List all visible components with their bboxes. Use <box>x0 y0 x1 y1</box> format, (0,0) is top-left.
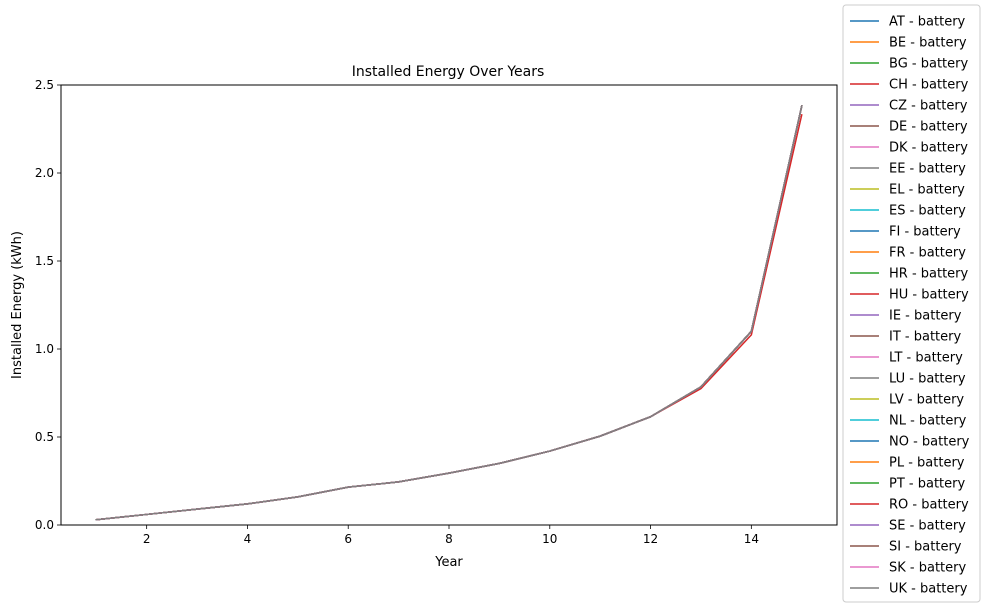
series-line <box>95 105 803 521</box>
series-layer <box>95 105 803 521</box>
legend-label: DE - battery <box>889 120 968 135</box>
legend-label: BG - battery <box>889 57 968 72</box>
legend-label: IT - battery <box>889 330 961 345</box>
legend-label: HU - battery <box>889 288 969 303</box>
x-tick-label: 2 <box>143 532 151 546</box>
chart-title: Installed Energy Over Years <box>352 64 545 80</box>
y-axis: 0.0 0.5 1.0 1.5 2.0 2.5 <box>35 78 61 532</box>
legend-label: SE - battery <box>889 519 966 534</box>
y-tick-label: 0.0 <box>35 518 54 532</box>
legend-label: NO - battery <box>889 435 970 450</box>
legend-label: AT - battery <box>889 15 966 30</box>
x-tick-label: 14 <box>744 532 759 546</box>
legend-label: RO - battery <box>889 498 969 513</box>
x-tick-label: 10 <box>542 532 557 546</box>
legend-label: FR - battery <box>889 246 966 261</box>
y-tick-label: 0.5 <box>35 430 54 444</box>
x-axis-label: Year <box>434 555 463 570</box>
x-tick-label: 4 <box>244 532 252 546</box>
legend-label: PL - battery <box>889 456 965 471</box>
legend: AT - battery BE - battery BG - battery CH -… <box>842 4 981 603</box>
legend-label: ES - battery <box>889 204 966 219</box>
legend-label: LV - battery <box>889 393 964 408</box>
legend-label: DK - battery <box>889 141 968 156</box>
legend-label: BE - battery <box>889 36 967 51</box>
legend-label: HR - battery <box>889 267 969 282</box>
y-tick-label: 1.5 <box>35 254 54 268</box>
x-tick-label: 8 <box>445 532 453 546</box>
legend-label: CZ - battery <box>889 99 968 114</box>
legend-label: LU - battery <box>889 372 966 387</box>
legend-label: SK - battery <box>889 561 966 576</box>
legend-frame <box>842 4 981 603</box>
x-tick-label: 6 <box>344 532 352 546</box>
legend-label: SI - battery <box>889 540 962 555</box>
legend-label: NL - battery <box>889 414 967 429</box>
y-tick-label: 1.0 <box>35 342 54 356</box>
y-axis-label: Installed Energy (kWh) <box>10 231 25 379</box>
legend-label: EE - battery <box>889 162 966 177</box>
x-axis: 2 4 6 8 10 12 14 <box>143 525 759 546</box>
y-tick-label: 2.5 <box>35 78 54 92</box>
legend-label: PT - battery <box>889 477 965 492</box>
legend-label: LT - battery <box>889 351 963 366</box>
y-tick-label: 2.0 <box>35 166 54 180</box>
legend-label: CH - battery <box>889 78 969 93</box>
x-tick-label: 12 <box>643 532 658 546</box>
legend-label: FI - battery <box>889 225 961 240</box>
legend-label: EL - battery <box>889 183 965 198</box>
legend-label: IE - battery <box>889 309 962 324</box>
legend-label: UK - battery <box>889 582 968 597</box>
